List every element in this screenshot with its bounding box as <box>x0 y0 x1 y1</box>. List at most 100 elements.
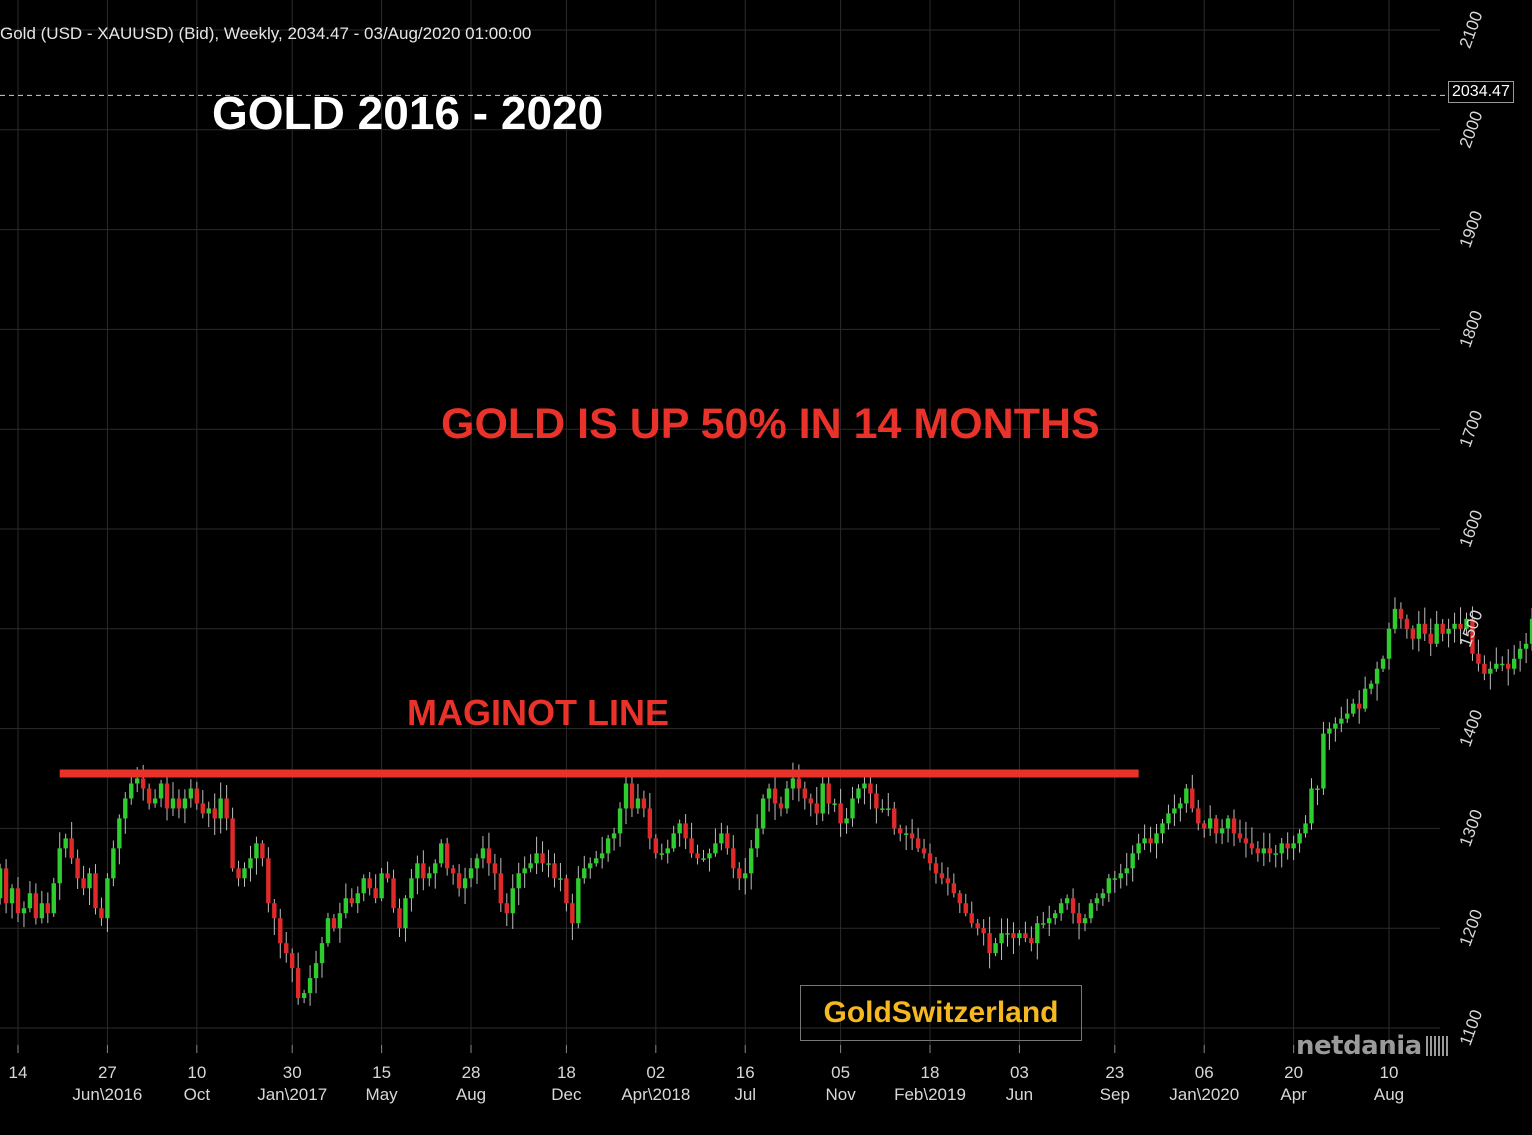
candle-15 <box>81 865 86 896</box>
candle-57 <box>331 914 337 932</box>
candle-68 <box>397 898 402 937</box>
candle-213 <box>1261 832 1267 866</box>
candle-181 <box>1070 888 1076 924</box>
headline-annotation: GOLD IS UP 50% IN 14 MONTHS <box>441 400 1100 448</box>
candle-64 <box>373 874 378 904</box>
candle-43 <box>248 845 253 882</box>
netdania-grid-icon <box>1425 1036 1448 1056</box>
candle-239 <box>1416 610 1422 652</box>
candle-17 <box>93 864 98 915</box>
candle-49 <box>284 931 289 963</box>
candle-16 <box>87 867 92 906</box>
x-tick-sublabel-14: Apr <box>1280 1085 1307 1104</box>
candle-93 <box>546 849 551 878</box>
candle-142 <box>838 788 843 837</box>
candle-154 <box>909 819 915 850</box>
candle-5 <box>21 901 27 928</box>
candle-176 <box>1041 911 1046 929</box>
goldswitzerland-brand-box: GoldSwitzerland <box>800 985 1082 1041</box>
candle-23 <box>129 773 134 805</box>
candle-165 <box>975 918 980 936</box>
candle-96 <box>564 874 569 912</box>
candle-120 <box>707 848 712 872</box>
candle-230 <box>1362 676 1368 712</box>
candle-191 <box>1130 845 1135 882</box>
candle-28 <box>158 779 164 808</box>
candle-167 <box>987 916 992 969</box>
candle-243 <box>1440 618 1445 642</box>
candle-205 <box>1213 815 1219 844</box>
candle-183 <box>1082 913 1088 932</box>
annotation-lines <box>0 94 1448 778</box>
candle-148 <box>874 784 879 824</box>
candle-128 <box>754 814 760 858</box>
candle-47 <box>272 899 277 936</box>
candle-160 <box>945 867 951 896</box>
candle-106 <box>623 776 629 825</box>
candle-151 <box>892 801 897 835</box>
candle-111 <box>653 834 659 859</box>
candle-136 <box>802 781 808 810</box>
candle-59 <box>343 883 349 919</box>
candle-201 <box>1190 774 1195 813</box>
candle-251 <box>1488 661 1493 690</box>
candle-197 <box>1166 804 1171 830</box>
candle-235 <box>1392 597 1398 634</box>
candle-45 <box>260 840 265 867</box>
candle-92 <box>540 841 545 872</box>
candle-182 <box>1076 902 1082 940</box>
candle-113 <box>665 839 670 864</box>
candle-227 <box>1345 698 1350 723</box>
candle-144 <box>850 786 855 827</box>
x-tick-label-4: 15 <box>372 1063 391 1082</box>
netdania-logo: netdania <box>1296 1031 1448 1061</box>
candle-87 <box>510 874 515 930</box>
y-tick-label-1200: 1200 <box>1456 907 1487 949</box>
candle-13 <box>69 822 74 864</box>
candle-14 <box>75 849 80 889</box>
candle-252 <box>1494 647 1499 672</box>
candle-192 <box>1136 833 1141 860</box>
x-tick-label-9: 05 <box>831 1063 850 1082</box>
candle-256 <box>1517 640 1523 672</box>
candle-41 <box>236 860 241 887</box>
x-tick-label-14: 20 <box>1284 1063 1303 1082</box>
candle-31 <box>176 789 182 819</box>
x-tick-label-11: 03 <box>1010 1063 1029 1082</box>
candle-75 <box>439 839 444 868</box>
candle-152 <box>898 824 903 842</box>
candle-71 <box>415 855 420 895</box>
candle-174 <box>1029 926 1034 952</box>
candle-137 <box>808 793 813 817</box>
candle-207 <box>1225 815 1231 843</box>
candle-173 <box>1023 921 1028 943</box>
candle-70 <box>409 868 414 912</box>
candle-248 <box>1470 606 1475 661</box>
x-tick-sublabel-9: Nov <box>825 1085 856 1104</box>
candle-116 <box>683 814 688 850</box>
candle-200 <box>1184 784 1189 813</box>
candle-84 <box>492 853 498 890</box>
candle-52 <box>301 989 307 1004</box>
candle-155 <box>915 827 921 853</box>
candle-121 <box>713 828 718 857</box>
candle-146 <box>862 775 867 805</box>
y-tick-label-1600: 1600 <box>1456 508 1487 550</box>
candle-177 <box>1047 905 1052 937</box>
candle-18 <box>99 897 104 926</box>
candle-91 <box>534 836 539 875</box>
candle-179 <box>1058 898 1064 921</box>
candle-246 <box>1458 607 1463 645</box>
candle-217 <box>1285 832 1290 860</box>
x-tick-label-15: 10 <box>1380 1063 1399 1082</box>
candle-143 <box>844 808 849 834</box>
candle-170 <box>1005 918 1010 947</box>
candle-226 <box>1339 706 1344 733</box>
candle-228 <box>1351 698 1356 717</box>
candle-220 <box>1303 815 1308 838</box>
candle-115 <box>677 819 682 847</box>
candle-94 <box>552 853 557 888</box>
candle-61 <box>355 886 360 914</box>
candle-99 <box>582 855 587 884</box>
